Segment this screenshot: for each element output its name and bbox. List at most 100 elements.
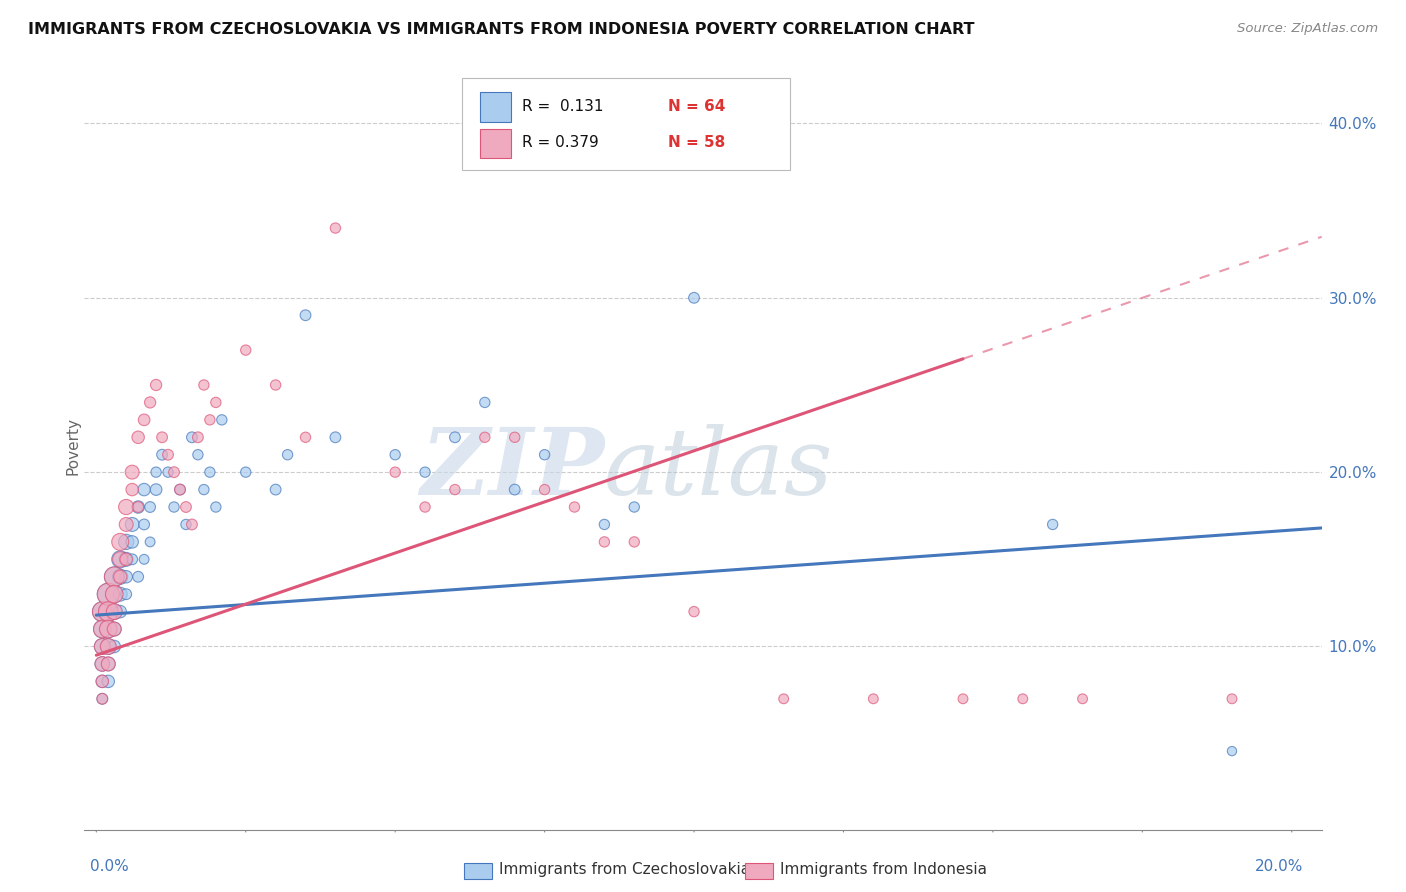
Point (683, 605, 706, 619)
Point (474, 395, 496, 409)
Point (121, 517, 143, 532)
Point (91, 640, 114, 654)
Point (157, 465, 180, 479)
Point (325, 430, 347, 444)
FancyBboxPatch shape (481, 129, 512, 158)
Text: 0.0%: 0.0% (90, 859, 129, 874)
Point (163, 500, 186, 514)
Point (325, 221, 347, 235)
Point (97, 605, 120, 619)
Point (127, 570, 149, 584)
Y-axis label: Poverty: Poverty (66, 417, 80, 475)
Point (91, 674, 114, 689)
Point (139, 395, 162, 409)
Point (174, 517, 197, 532)
Point (127, 500, 149, 514)
Point (1220, 744, 1243, 758)
Point (110, 552, 132, 566)
Point (97, 640, 120, 654)
Point (193, 378, 215, 392)
Point (110, 570, 132, 584)
Text: Source: ZipAtlas.com: Source: ZipAtlas.com (1237, 22, 1378, 36)
Point (169, 483, 191, 497)
Point (121, 465, 143, 479)
Point (97, 622, 120, 636)
Point (145, 378, 167, 392)
Text: N = 64: N = 64 (668, 99, 725, 114)
Point (264, 483, 287, 497)
Point (862, 691, 884, 706)
Point (103, 587, 125, 601)
Point (503, 430, 526, 444)
Point (181, 430, 204, 444)
Point (134, 483, 156, 497)
Point (121, 483, 143, 497)
Point (413, 465, 436, 479)
Text: R =  0.131: R = 0.131 (523, 99, 603, 114)
Text: N = 58: N = 58 (668, 136, 725, 151)
Point (127, 430, 149, 444)
Point (198, 465, 221, 479)
Point (110, 534, 132, 549)
Point (264, 378, 287, 392)
Point (115, 587, 138, 601)
Point (187, 448, 209, 462)
Point (150, 448, 173, 462)
FancyBboxPatch shape (481, 93, 512, 121)
Point (97, 587, 120, 601)
Point (103, 622, 125, 636)
Text: IMMIGRANTS FROM CZECHOSLOVAKIA VS IMMIGRANTS FROM INDONESIA POVERTY CORRELATION : IMMIGRANTS FROM CZECHOSLOVAKIA VS IMMIGR… (28, 22, 974, 37)
Point (193, 483, 215, 497)
Point (91, 691, 114, 706)
Point (294, 430, 316, 444)
Point (235, 343, 257, 357)
Text: 20.0%: 20.0% (1256, 859, 1303, 874)
Point (91, 622, 114, 636)
Point (181, 517, 204, 532)
Point (593, 517, 616, 532)
Point (115, 500, 138, 514)
Point (139, 500, 162, 514)
Point (593, 534, 616, 549)
Point (294, 308, 316, 322)
Point (1011, 691, 1033, 706)
Point (91, 657, 114, 671)
Point (134, 517, 156, 532)
FancyBboxPatch shape (461, 78, 790, 169)
Point (103, 605, 125, 619)
Point (205, 395, 228, 409)
Point (91, 605, 114, 619)
Point (97, 674, 120, 689)
Point (1042, 517, 1064, 532)
Point (91, 691, 114, 706)
Point (384, 448, 406, 462)
Point (121, 552, 143, 566)
Point (205, 500, 228, 514)
Point (163, 465, 186, 479)
Point (150, 430, 173, 444)
Point (683, 291, 706, 305)
Point (115, 552, 138, 566)
Point (169, 483, 191, 497)
Point (772, 691, 794, 706)
Point (103, 640, 125, 654)
Point (91, 605, 114, 619)
Point (211, 413, 233, 427)
Point (103, 622, 125, 636)
Point (110, 570, 132, 584)
Point (110, 552, 132, 566)
Point (115, 570, 138, 584)
Point (503, 483, 526, 497)
Point (91, 674, 114, 689)
Point (97, 640, 120, 654)
Point (91, 622, 114, 636)
Point (1071, 691, 1094, 706)
Point (97, 657, 120, 671)
Text: ZIP: ZIP (420, 424, 605, 514)
Point (110, 587, 132, 601)
Point (103, 570, 125, 584)
Point (157, 448, 180, 462)
Point (952, 691, 974, 706)
Point (623, 500, 645, 514)
Point (97, 622, 120, 636)
